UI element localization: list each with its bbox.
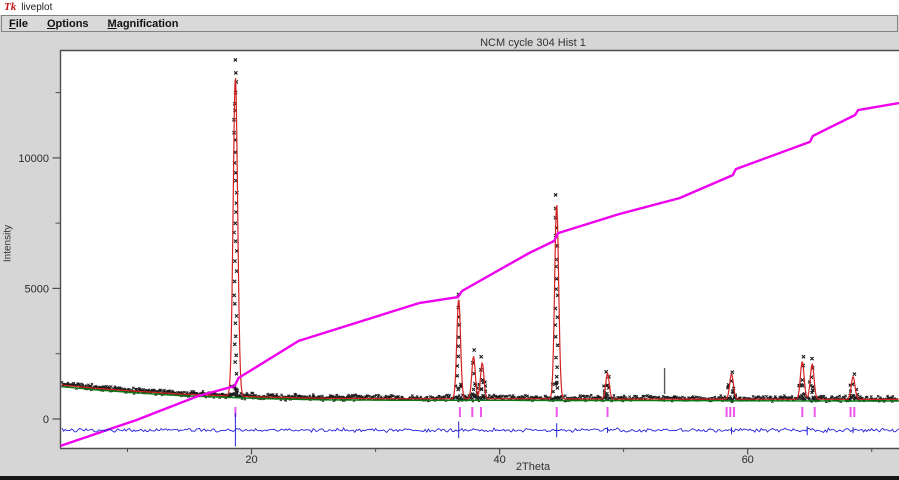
y-tick-label: 10000: [18, 153, 49, 165]
difference-series: [61, 413, 899, 447]
window-bottom-edge: [0, 476, 899, 480]
x-tick-label: 60: [742, 454, 754, 466]
cumulative-series: [60, 101, 899, 448]
y-axis-label: Intensity: [2, 224, 14, 263]
background-series: [61, 386, 899, 402]
reflection-ticks: [234, 407, 856, 417]
y-axis: 0 5000 10000: [18, 92, 60, 426]
window-titlebar[interactable]: Tk liveplot: [0, 0, 899, 15]
x-tick-label: 40: [493, 454, 505, 466]
menu-options[interactable]: Options: [46, 17, 89, 30]
window-title: liveplot: [21, 2, 53, 13]
plot-area: 0 5000 10000 20 40 60 NCM cycle 304 Hist 1 In…: [0, 32, 899, 480]
tk-logo-icon: Tk: [4, 1, 17, 13]
menubar: File Options Magnification: [1, 15, 898, 32]
y-tick-label: 5000: [25, 283, 49, 295]
x-axis: 20 40 60: [127, 448, 873, 466]
x-axis-label: 2Theta: [515, 461, 551, 473]
plot-title: NCM cycle 304 Hist 1: [480, 37, 586, 49]
menu-file[interactable]: File: [9, 17, 28, 30]
x-tick-label: 20: [245, 454, 257, 466]
y-tick-label: 0: [43, 414, 49, 426]
menu-magnification[interactable]: Magnification: [107, 17, 179, 30]
plot-canvas[interactable]: 0 5000 10000 20 40 60: [0, 32, 899, 480]
